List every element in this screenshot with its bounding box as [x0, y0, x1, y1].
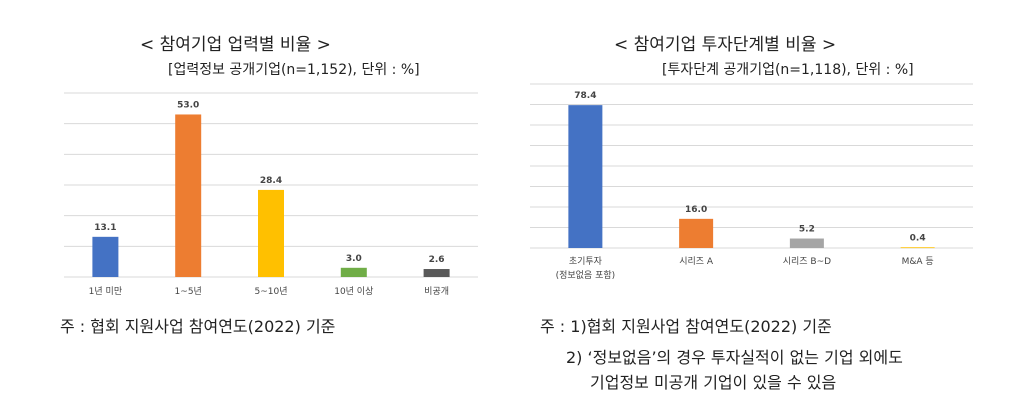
chart-1-value-label-1: 13.1 — [94, 223, 116, 233]
chart-2-title: < 참여기업 투자단계별 비율 > — [614, 35, 837, 55]
note-right-3: 기업정보 미공개 기업이 있을 수 있음 — [590, 373, 837, 392]
chart-1-value-label-5: 2.6 — [429, 255, 445, 265]
chart-1-value-label-3: 28.4 — [260, 176, 282, 186]
chart-1-value-label-2: 53.0 — [177, 100, 199, 110]
note-right-1: 주 : 1)협회 지원사업 참여연도(2022) 기준 — [540, 317, 832, 336]
chart-2-category-label-4: M&A 등 — [902, 256, 934, 267]
chart-2-category-label-1: (정보없음 포함) — [556, 270, 616, 281]
chart-2-bar-2 — [679, 218, 714, 248]
chart-1-category-label-2: 1~5년 — [175, 286, 202, 297]
chart-1-category-label-1: 1년 미만 — [89, 286, 122, 297]
chart-1-category-label-3: 5~10년 — [255, 286, 288, 297]
chart-2-category-label-1: 초기투자 — [569, 256, 603, 267]
chart-2-bar-4 — [900, 247, 935, 249]
chart-1-bar-1 — [92, 236, 119, 277]
chart-2-subtitle: [투자단계 공개기업(n=1,118), 단위 : %] — [662, 62, 914, 78]
chart-1-category-label-5: 비공개 — [424, 286, 449, 297]
chart-2-value-label-1: 78.4 — [574, 91, 596, 101]
chart-2-bar-1 — [568, 105, 603, 248]
chart-1-bar-2 — [175, 114, 202, 277]
chart-1-value-label-4: 3.0 — [346, 254, 362, 264]
chart-1-bar-4 — [340, 267, 367, 277]
chart-2-value-label-3: 5.2 — [799, 225, 815, 235]
chart-2-category-label-2: 시리즈 A — [679, 256, 714, 267]
chart-2-value-label-4: 0.4 — [910, 233, 926, 243]
chart-1-subtitle: [업력정보 공개기업(n=1,152), 단위 : %] — [168, 62, 420, 78]
chart-1-bar-3 — [258, 189, 284, 277]
chart-1-bar-5 — [423, 269, 450, 277]
note-left: 주 : 협회 지원사업 참여연도(2022) 기준 — [60, 317, 336, 336]
note-right-2: 2) ‘정보없음’의 경우 투자실적이 없는 기업 외에도 — [566, 348, 903, 367]
chart-2-category-label-3: 시리즈 B~D — [783, 256, 831, 267]
chart-2-value-label-2: 16.0 — [685, 205, 707, 215]
chart-2-bar-3 — [789, 238, 824, 248]
chart-1-title: < 참여기업 업력별 비율 > — [140, 35, 331, 55]
chart-1-category-label-4: 10년 이상 — [334, 286, 373, 297]
